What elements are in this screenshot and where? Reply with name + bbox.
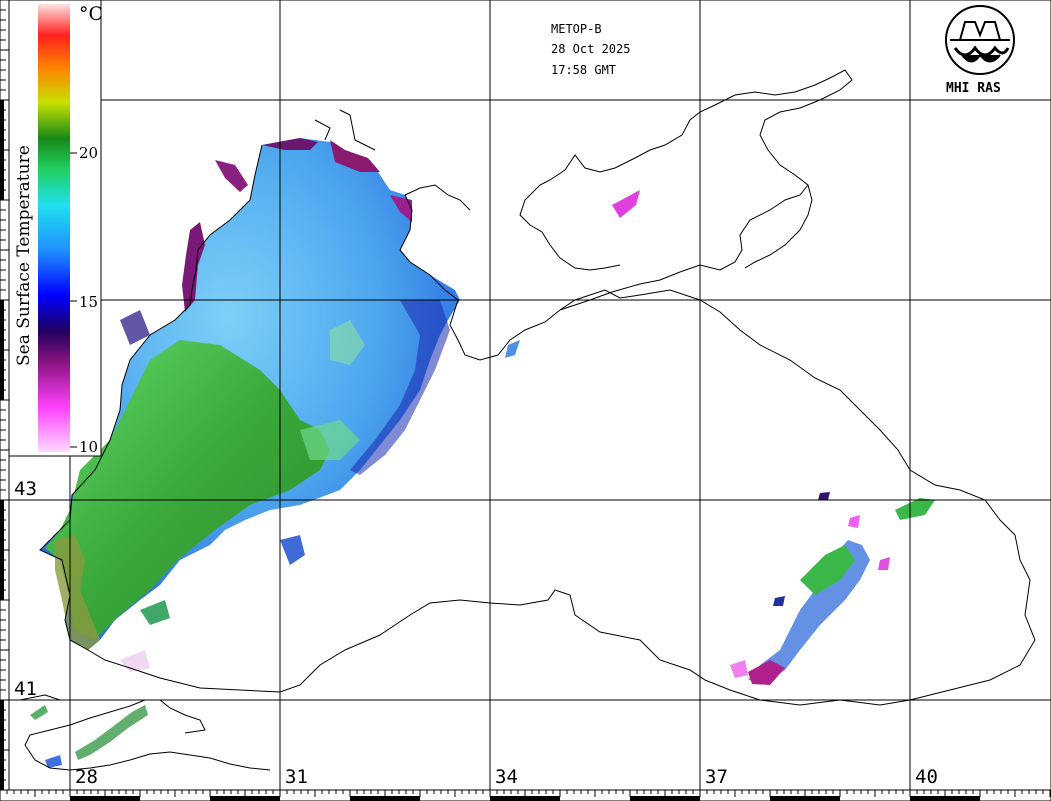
legend-tick-10: 10 [79,438,99,456]
lon-label-31: 31 [285,766,308,788]
lon-label-37: 37 [705,766,728,788]
sst-western-patch [40,138,640,672]
lon-label-28: 28 [75,766,98,788]
coastline [19,69,1036,771]
mhi-ras-logo [945,5,1015,75]
sst-eastern-patch [730,492,935,685]
satellite-name: METOP-B [551,22,602,36]
legend-title: Sea Surface Temperature [14,145,34,366]
sst-marmara-patch [30,705,148,768]
legend [8,0,102,457]
legend-colorbar [38,4,70,452]
lon-label-34: 34 [495,766,518,788]
lon-label-40: 40 [915,766,938,788]
acquisition-time: 17:58 GMT [551,63,617,77]
logo-text: MHI RAS [946,81,1001,96]
legend-tick-15: 15 [79,293,99,311]
legend-unit: °C [79,3,104,25]
lat-label-43: 43 [14,478,37,500]
legend-tick-20: 20 [79,144,99,162]
acquisition-date: 28 Oct 2025 [551,42,631,56]
lat-label-41: 41 [14,678,37,700]
